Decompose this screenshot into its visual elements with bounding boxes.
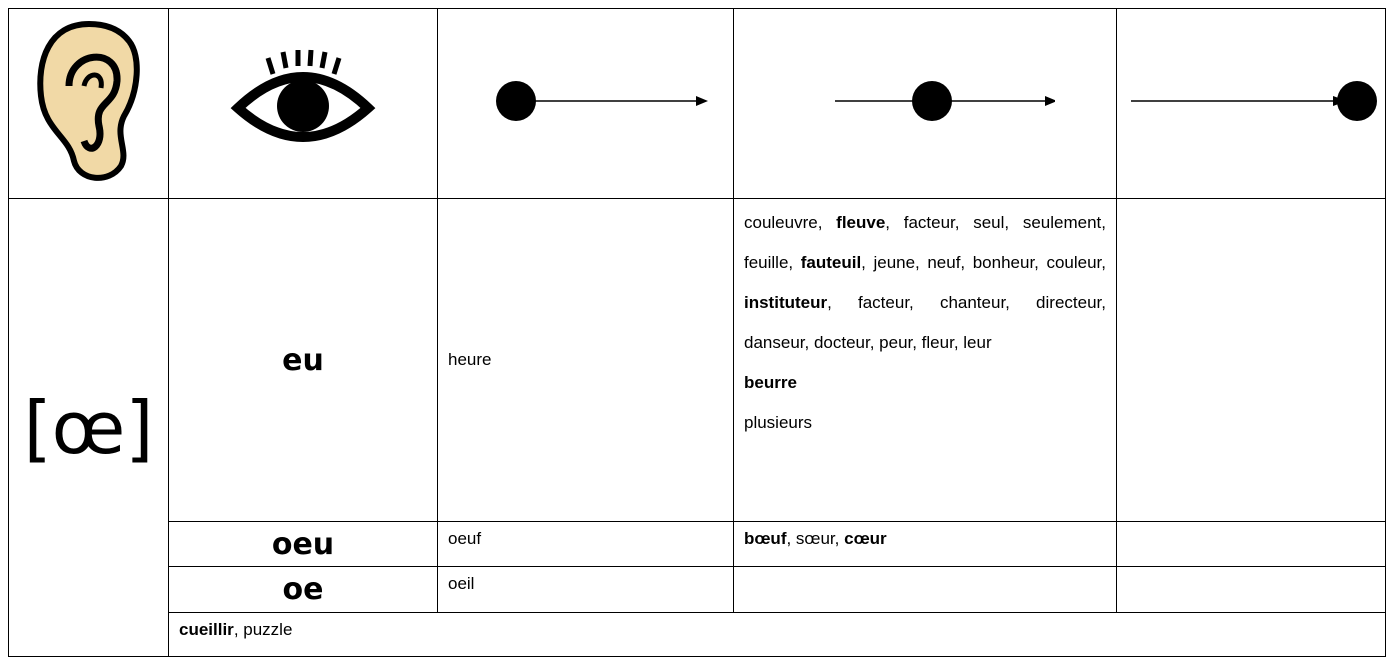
- medial-words: couleuvre, fleuve, facteur, seul, seulem…: [733, 198, 1117, 522]
- initial-words: oeil: [437, 566, 734, 613]
- word-run: plusieurs: [744, 413, 813, 432]
- arrow-medial: [835, 81, 1057, 121]
- ear-icon-cell: [8, 8, 169, 199]
- sound-table: [œ] eu heure couleuvre, fleuve, facteur,…: [8, 8, 1386, 657]
- bold-word: beurre: [744, 373, 797, 392]
- bold-word: bœuf: [744, 529, 787, 548]
- word-run: , facteur, chanteur, directeur, danseur,…: [744, 293, 1111, 352]
- bold-word: cueillir: [179, 620, 234, 639]
- final-words: [1116, 198, 1386, 522]
- word-run: , facteur, seul, seulement, feuille,: [744, 213, 1111, 272]
- word-run: couleuvre,: [744, 213, 837, 232]
- paragraph: couleuvre, fleuve, facteur, seul, seulem…: [744, 203, 1106, 363]
- final-words: [1116, 566, 1386, 613]
- spelling: oeu: [168, 521, 438, 567]
- bold-word: fauteuil: [800, 253, 862, 272]
- spelling: eu: [168, 198, 438, 522]
- footer-row: cueillir, puzzle: [9, 612, 1386, 657]
- spelling: oe: [168, 566, 438, 613]
- paragraph: plusieurs: [744, 403, 1106, 443]
- eye-icon: [230, 49, 376, 142]
- initial-words: heure: [437, 198, 734, 522]
- word-run: , sœur,: [786, 529, 845, 548]
- medial-words: [733, 566, 1117, 613]
- initial-position-icon: [437, 8, 734, 199]
- bold-word: instituteur: [744, 293, 828, 312]
- paragraph: oeuf: [448, 526, 723, 552]
- ear-icon: [36, 20, 140, 181]
- medial-words: bœuf, sœur, cœur: [733, 521, 1117, 567]
- bold-word: cœur: [844, 529, 887, 548]
- paragraph: bœuf, sœur, cœur: [744, 526, 1106, 552]
- row-oe: oe oeil: [9, 566, 1386, 613]
- initial-words: oeuf: [437, 521, 734, 567]
- word-run: oeil: [448, 574, 475, 593]
- word-run: heure: [448, 350, 492, 369]
- row-eu: [œ] eu heure couleuvre, fleuve, facteur,…: [8, 198, 1386, 657]
- eye-icon-cell: [168, 8, 438, 199]
- arrow-initial: [495, 81, 708, 121]
- paragraph: beurre: [744, 363, 1106, 403]
- other-spellings: cueillir, puzzle: [168, 612, 1386, 657]
- word-run: , jeune, neuf, bonheur, couleur,: [861, 253, 1111, 272]
- final-position-icon: [1116, 8, 1386, 199]
- paragraph: cueillir, puzzle: [179, 617, 1375, 643]
- header-row: [8, 8, 1386, 199]
- bold-word: fleuve: [836, 213, 886, 232]
- paragraph: oeil: [448, 571, 723, 597]
- word-run: , puzzle: [233, 620, 293, 639]
- medial-position-icon: [733, 8, 1117, 199]
- row-oeu: oeu oeuf bœuf, sœur, cœur: [9, 521, 1386, 567]
- phoneme: [œ]: [8, 198, 169, 657]
- arrow-final: [1131, 81, 1377, 121]
- final-words: [1116, 521, 1386, 567]
- paragraph: heure: [448, 347, 723, 373]
- word-run: oeuf: [448, 529, 482, 548]
